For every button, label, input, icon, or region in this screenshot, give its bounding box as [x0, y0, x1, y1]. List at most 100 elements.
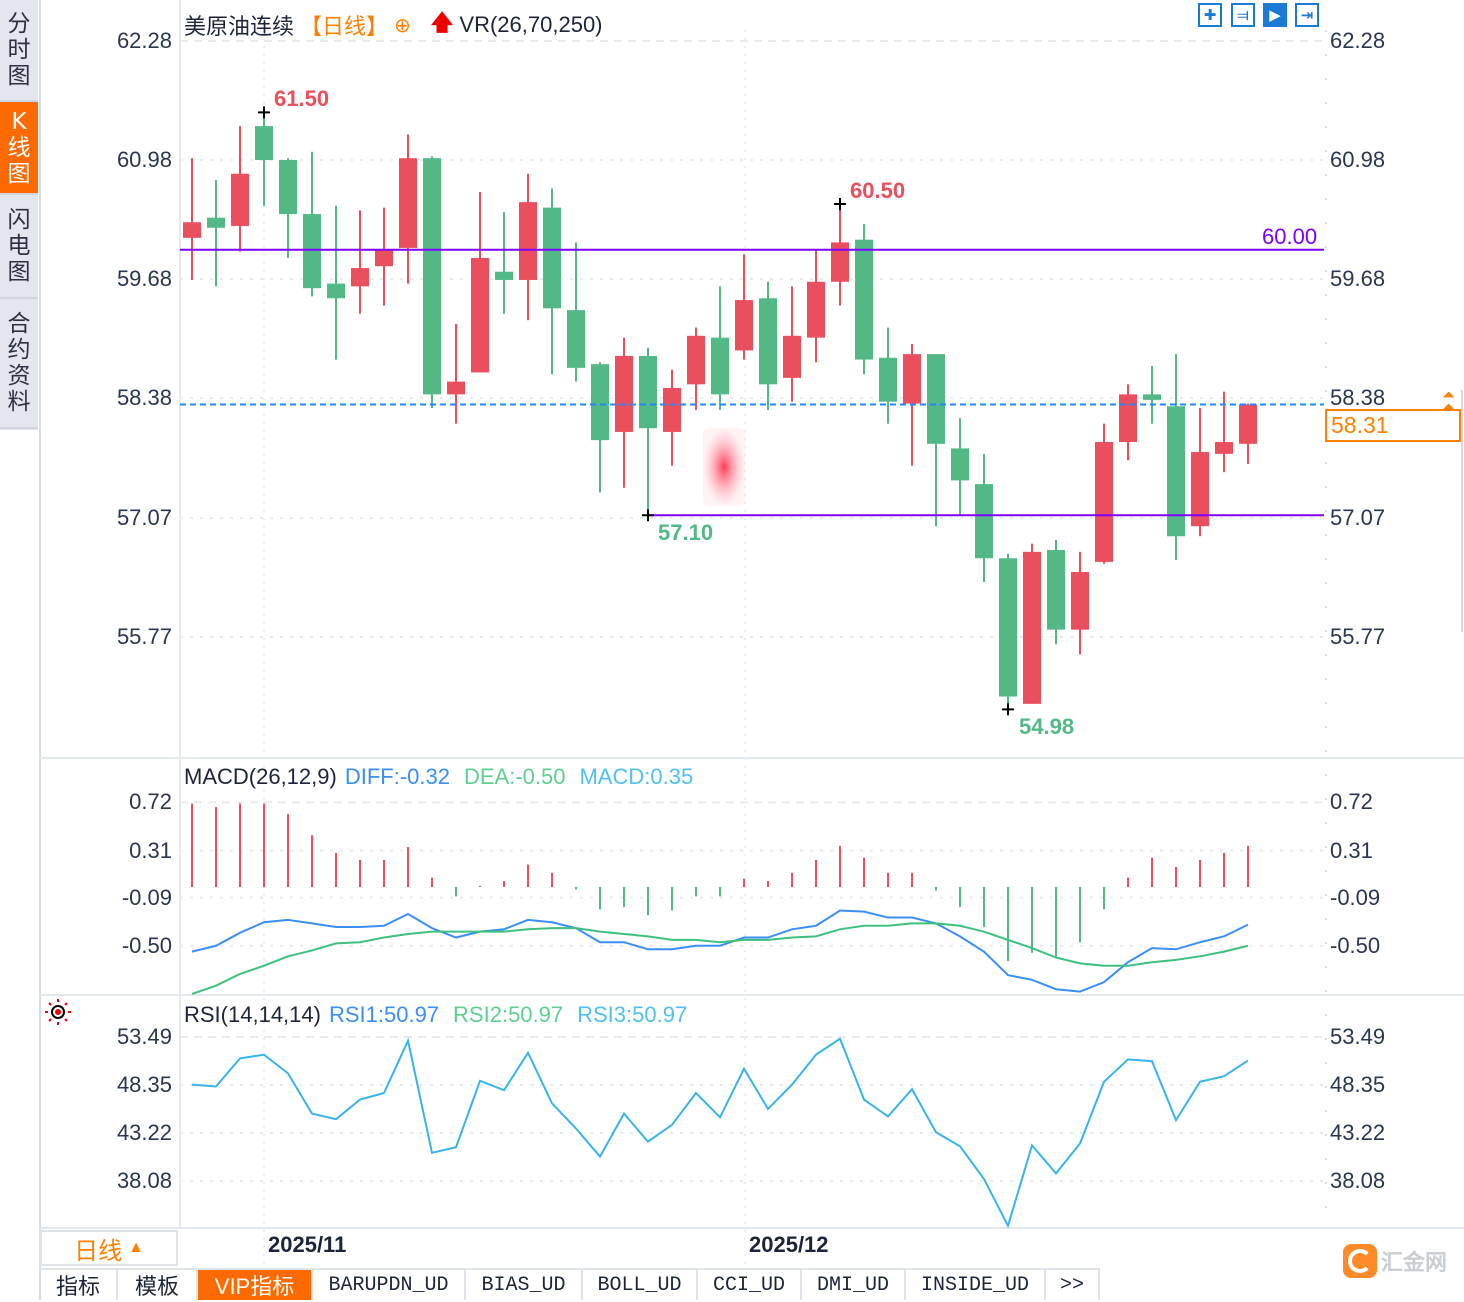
candle-up — [735, 300, 753, 351]
macd-y-tick-right: -0.09 — [1330, 884, 1381, 910]
indicator-tab[interactable]: BOLL_UD — [583, 1270, 698, 1300]
indicator-tab[interactable]: CCI_UD — [698, 1270, 802, 1300]
price-y-tick-left: 60.98 — [116, 147, 172, 172]
x-tick-label: 2025/11 — [268, 1232, 347, 1257]
macd-y-tick-right: 0.72 — [1330, 789, 1373, 815]
candle-down — [255, 126, 273, 161]
high-annotation: 60.50 — [850, 178, 906, 203]
dea-value: DEA:-0.50 — [463, 764, 566, 789]
indicator-tab[interactable]: VIP指标 — [198, 1270, 313, 1300]
play-forward-icon[interactable]: ▶ — [1263, 3, 1287, 27]
panel-divider — [39, 0, 41, 1300]
macd-title: MACD(26,12,9) — [184, 764, 337, 789]
candle-down — [975, 484, 993, 559]
crosshair-icon[interactable]: ✚ — [1198, 3, 1222, 27]
sidebar-tab-char: 合 — [7, 311, 31, 337]
sidebar-tab-3[interactable]: 合约资料 — [0, 299, 38, 429]
sidebar-tab-2[interactable]: 闪电图 — [0, 195, 38, 299]
candle-down — [495, 271, 513, 280]
candle-up — [1239, 404, 1257, 444]
indicator-tab[interactable]: >> — [1046, 1270, 1100, 1300]
candle-down — [303, 214, 321, 289]
indicator-tab[interactable]: BIAS_UD — [466, 1270, 583, 1300]
candle-down — [1047, 550, 1065, 630]
add-indicator-icon[interactable]: ⊕ — [394, 14, 411, 37]
price-y-tick-left: 55.77 — [116, 623, 172, 649]
jump-to-end-icon[interactable]: ⇥ — [1295, 3, 1319, 27]
indicator-tab[interactable]: 指标 — [40, 1270, 118, 1300]
candle-up — [903, 354, 921, 404]
range-select-icon[interactable]: ⫤ — [1231, 3, 1255, 27]
extreme-marker — [642, 509, 654, 522]
extreme-marker — [258, 106, 270, 119]
candle-up — [447, 381, 465, 395]
candle-up — [1023, 551, 1041, 704]
candle-up — [351, 268, 369, 287]
sidebar-tab-char: 线 — [7, 134, 31, 161]
diff-value: DIFF:-0.32 — [344, 764, 450, 789]
indicator-tab[interactable]: 模板 — [118, 1270, 198, 1300]
sidebar-tab-char: 分 — [7, 11, 31, 37]
macd-legend: MACD(26,12,9) DIFF:-0.32 DEA:-0.50 MACD:0.3… — [184, 764, 707, 790]
candle-down — [855, 239, 873, 360]
candle-up — [519, 202, 537, 280]
candle-down — [951, 448, 969, 481]
candle-up — [807, 281, 825, 338]
candle-up — [375, 249, 393, 267]
price-y-tick-left: 57.07 — [116, 504, 172, 530]
indicator-tab[interactable]: BARUPDN_UD — [313, 1270, 466, 1300]
candle-down — [759, 298, 777, 385]
price-y-tick-left: 62.28 — [116, 28, 172, 53]
double-chevron-up-icon[interactable]: ⏶ ⏶ — [1442, 387, 1455, 416]
sidebar-tab-char: 闪 — [7, 207, 31, 233]
rsi2-value: RSI2:50.97 — [453, 1002, 564, 1027]
candle-down — [327, 283, 345, 299]
chart-header: 美原油连续 【日线】 ⊕ 🡅 VR(26,70,250) — [184, 6, 603, 44]
extreme-marker — [834, 197, 846, 210]
rsi-title: RSI(14,14,14) — [184, 1002, 321, 1027]
candle-down — [999, 558, 1017, 697]
high-annotation: 61.50 — [274, 86, 330, 111]
x-tick-label: 2025/12 — [749, 1232, 829, 1257]
indicator-tab[interactable]: INSIDE_UD — [906, 1270, 1046, 1300]
candle-up — [399, 158, 417, 248]
candle-up — [663, 387, 681, 432]
sidebar-tab-char: 电 — [7, 233, 31, 259]
price-y-tick-right: 60.98 — [1330, 147, 1386, 172]
low-annotation: 57.10 — [658, 520, 714, 545]
grid — [40, 0, 1464, 1268]
indicator-tab[interactable]: DMI_UD — [802, 1270, 906, 1300]
sidebar-tab-char: 时 — [7, 37, 31, 63]
rsi-y-tick-right: 38.08 — [1330, 1168, 1386, 1194]
macd-y-tick-left: -0.50 — [121, 932, 172, 958]
indicator-settings-icon[interactable] — [44, 998, 72, 1026]
period-label[interactable]: 【日线】 — [300, 14, 389, 39]
rsi-y-tick-left: 48.35 — [116, 1072, 172, 1098]
price-y-tick-left: 58.38 — [116, 385, 172, 411]
candle-down — [423, 158, 441, 395]
price-y-tick-left: 59.68 — [116, 266, 172, 292]
rsi-plot — [191, 1037, 1249, 1229]
candle-down — [1143, 394, 1161, 400]
macd-y-tick-right: -0.50 — [1330, 932, 1381, 958]
macd-value: MACD:0.35 — [579, 764, 694, 789]
candle-up — [471, 257, 489, 373]
indicator-label[interactable]: VR(26,70,250) — [459, 12, 603, 37]
candle-up — [783, 335, 801, 378]
sidebar-tab-char: 料 — [7, 389, 31, 415]
candle-down — [927, 354, 945, 444]
period-selector[interactable]: 日线 ▲ — [40, 1230, 178, 1266]
rsi-legend: RSI(14,14,14) RSI1:50.97 RSI2:50.97 RSI3:50… — [184, 1002, 701, 1028]
sidebar-tab-char: 图 — [7, 259, 31, 285]
symbol-name: 美原油连续 — [184, 14, 295, 39]
price-y-tick-right: 62.28 — [1330, 28, 1386, 53]
sidebar-tab-0[interactable]: 分时图 — [0, 0, 38, 102]
candle-up — [1215, 441, 1233, 454]
rsi-line — [191, 1037, 1249, 1229]
red-arrow-up-icon[interactable]: 🡅 — [430, 10, 454, 35]
overlay — [180, 106, 1324, 716]
rsi-y-tick-left: 38.08 — [116, 1168, 172, 1194]
candle-up — [615, 355, 633, 432]
